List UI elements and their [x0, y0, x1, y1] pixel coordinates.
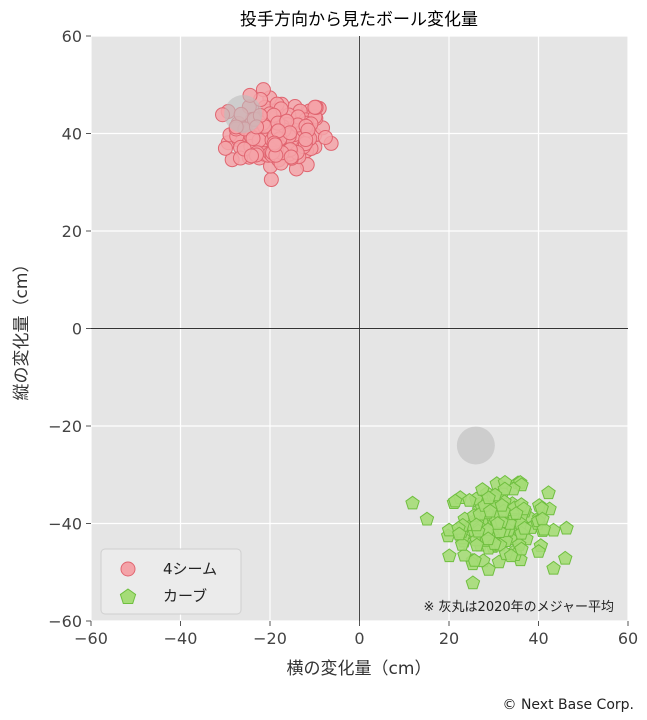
point-4seam — [298, 132, 314, 148]
y-tick-label: 0 — [72, 320, 82, 339]
point-curve — [536, 521, 551, 536]
point-curve — [483, 503, 498, 518]
point-curve — [465, 575, 481, 590]
point-4seam — [263, 172, 279, 188]
y-tick-label: 40 — [62, 125, 82, 144]
legend: 4シーム カーブ — [100, 548, 242, 615]
league-average-markers — [224, 95, 495, 465]
league-average-marker — [456, 426, 495, 465]
x-tick-label: 20 — [439, 629, 459, 648]
legend-label-4seam: 4シーム — [163, 560, 217, 578]
point-curve — [558, 550, 573, 565]
point-4seam — [317, 129, 333, 145]
legend-box — [100, 548, 242, 615]
point-curve — [535, 511, 550, 526]
point-curve — [514, 541, 529, 556]
legend-label-curve: カーブ — [163, 587, 207, 605]
x-tick-label: −60 — [74, 629, 108, 648]
point-curve — [419, 511, 435, 526]
point-curve — [452, 526, 467, 541]
point-curve — [481, 562, 496, 576]
point-4seam — [283, 149, 299, 165]
y-tick-label: −20 — [48, 417, 82, 436]
y-tick-label: 60 — [62, 27, 82, 46]
point-curve — [462, 492, 477, 507]
series-4seam-points — [215, 82, 339, 188]
copyright-text: © Next Base Corp. — [503, 697, 635, 713]
x-tick-label: 0 — [354, 629, 364, 648]
point-curve — [559, 520, 574, 535]
point-curve — [481, 490, 496, 505]
point-curve — [509, 506, 524, 520]
zero-axis-lines — [91, 36, 628, 621]
point-curve — [541, 485, 556, 500]
point-curve — [546, 560, 561, 575]
point-curve — [469, 517, 484, 532]
league-average-note: ※ 灰丸は2020年のメジャー平均 — [424, 600, 614, 615]
point-curve — [405, 495, 420, 510]
y-tick-label: 20 — [62, 222, 82, 241]
point-curve — [531, 544, 546, 558]
point-curve — [480, 531, 496, 546]
point-curve — [503, 548, 519, 563]
x-tick-label: −20 — [253, 629, 287, 648]
point-curve — [517, 520, 532, 535]
x-tick-label: 40 — [528, 629, 548, 648]
x-axis-label: 横の変化量（cm） — [287, 659, 432, 679]
y-axis-label: 縦の変化量（cm） — [12, 256, 32, 401]
point-curve — [469, 537, 485, 552]
legend-marker-curve — [119, 588, 137, 604]
series-curve-points — [405, 474, 574, 590]
x-tick-label: 60 — [618, 629, 638, 648]
point-curve — [448, 493, 463, 508]
y-tick-label: −40 — [48, 515, 82, 534]
point-curve — [457, 547, 472, 562]
point-curve — [497, 481, 513, 496]
point-4seam — [307, 99, 323, 115]
y-tick-label: −60 — [48, 612, 82, 631]
point-curve — [442, 548, 457, 563]
x-tick-label: −40 — [164, 629, 198, 648]
legend-marker-4seam — [120, 561, 136, 577]
tick-labels: −60 −40 −20 0 20 40 60 60 40 20 0 −20 −40 −60 — [48, 27, 638, 648]
point-4seam — [267, 137, 283, 153]
point-curve — [494, 497, 510, 512]
chart-title: 投手方向から見たボール変化量 — [240, 10, 478, 30]
league-average-marker — [224, 95, 263, 133]
point-4seam — [217, 140, 233, 156]
point-curve — [454, 536, 470, 551]
point-curve — [490, 515, 505, 530]
point-4seam — [243, 148, 259, 164]
